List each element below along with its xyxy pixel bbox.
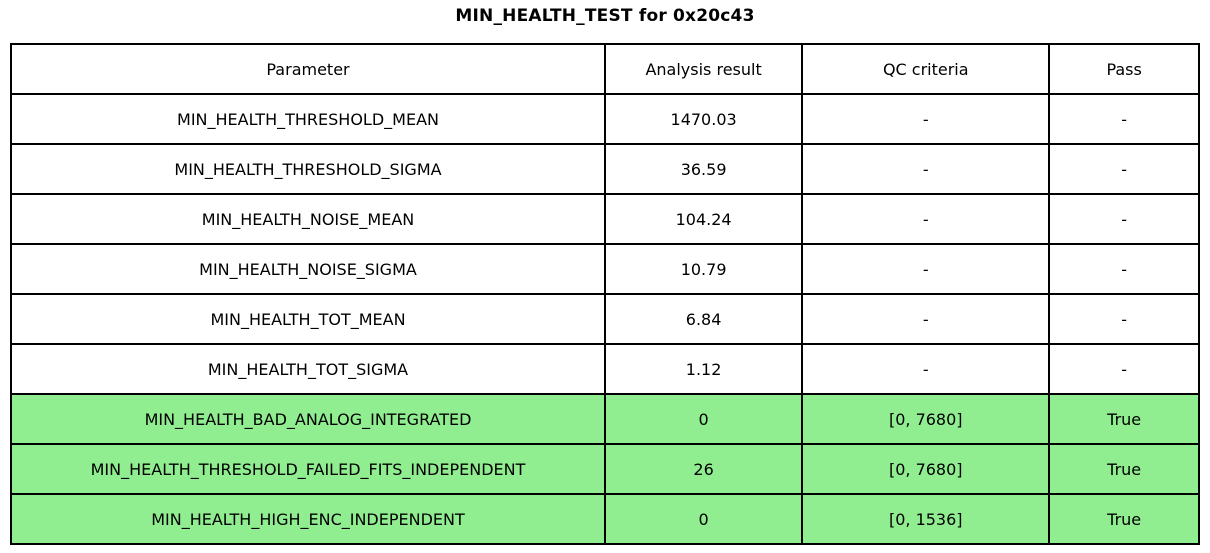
column-header-analysis-result: Analysis result xyxy=(603,43,804,95)
header-row: Parameter Analysis result QC criteria Pa… xyxy=(10,43,1200,95)
qc-cell: - xyxy=(801,193,1051,245)
table-row: MIN_HEALTH_TOT_MEAN 6.84 - - xyxy=(10,293,1200,345)
param-cell: MIN_HEALTH_TOT_SIGMA xyxy=(10,343,606,395)
pass-cell: - xyxy=(1048,343,1200,395)
param-cell: MIN_HEALTH_NOISE_MEAN xyxy=(10,193,606,245)
param-cell: MIN_HEALTH_THRESHOLD_FAILED_FITS_INDEPEN… xyxy=(10,443,606,495)
table-row: MIN_HEALTH_THRESHOLD_SIGMA 36.59 - - xyxy=(10,143,1200,195)
column-header-qc-criteria: QC criteria xyxy=(801,43,1051,95)
table-row: MIN_HEALTH_NOISE_SIGMA 10.79 - - xyxy=(10,243,1200,295)
table-row-highlighted: MIN_HEALTH_HIGH_ENC_INDEPENDENT 0 [0, 15… xyxy=(10,493,1200,545)
column-header-pass: Pass xyxy=(1048,43,1200,95)
pass-cell: - xyxy=(1048,93,1200,145)
result-cell: 10.79 xyxy=(603,243,804,295)
pass-cell: - xyxy=(1048,293,1200,345)
pass-cell: True xyxy=(1048,493,1200,545)
result-cell: 36.59 xyxy=(603,143,804,195)
result-cell: 1.12 xyxy=(603,343,804,395)
table-row: MIN_HEALTH_THRESHOLD_MEAN 1470.03 - - xyxy=(10,93,1200,145)
pass-cell: True xyxy=(1048,443,1200,495)
result-cell: 0 xyxy=(603,493,804,545)
page-title: MIN_HEALTH_TEST for 0x20c43 xyxy=(455,6,755,26)
pass-cell: - xyxy=(1048,243,1200,295)
qc-cell: [0, 1536] xyxy=(801,493,1051,545)
result-cell: 0 xyxy=(603,393,804,445)
pass-cell: True xyxy=(1048,393,1200,445)
qc-cell: [0, 7680] xyxy=(801,443,1051,495)
param-cell: MIN_HEALTH_HIGH_ENC_INDEPENDENT xyxy=(10,493,606,545)
result-cell: 104.24 xyxy=(603,193,804,245)
qc-results-table: Parameter Analysis result QC criteria Pa… xyxy=(10,43,1200,545)
param-cell: MIN_HEALTH_TOT_MEAN xyxy=(10,293,606,345)
table-row: MIN_HEALTH_NOISE_MEAN 104.24 - - xyxy=(10,193,1200,245)
qc-cell: - xyxy=(801,243,1051,295)
column-header-parameter: Parameter xyxy=(10,43,606,95)
table-row-highlighted: MIN_HEALTH_THRESHOLD_FAILED_FITS_INDEPEN… xyxy=(10,443,1200,495)
qc-cell: - xyxy=(801,343,1051,395)
param-cell: MIN_HEALTH_BAD_ANALOG_INTEGRATED xyxy=(10,393,606,445)
qc-cell: - xyxy=(801,93,1051,145)
qc-cell: [0, 7680] xyxy=(801,393,1051,445)
pass-cell: - xyxy=(1048,143,1200,195)
table-row-highlighted: MIN_HEALTH_BAD_ANALOG_INTEGRATED 0 [0, 7… xyxy=(10,393,1200,445)
result-cell: 26 xyxy=(603,443,804,495)
result-cell: 6.84 xyxy=(603,293,804,345)
qc-cell: - xyxy=(801,143,1051,195)
param-cell: MIN_HEALTH_THRESHOLD_SIGMA xyxy=(10,143,606,195)
table-row: MIN_HEALTH_TOT_SIGMA 1.12 - - xyxy=(10,343,1200,395)
pass-cell: - xyxy=(1048,193,1200,245)
param-cell: MIN_HEALTH_NOISE_SIGMA xyxy=(10,243,606,295)
qc-cell: - xyxy=(801,293,1051,345)
param-cell: MIN_HEALTH_THRESHOLD_MEAN xyxy=(10,93,606,145)
result-cell: 1470.03 xyxy=(603,93,804,145)
